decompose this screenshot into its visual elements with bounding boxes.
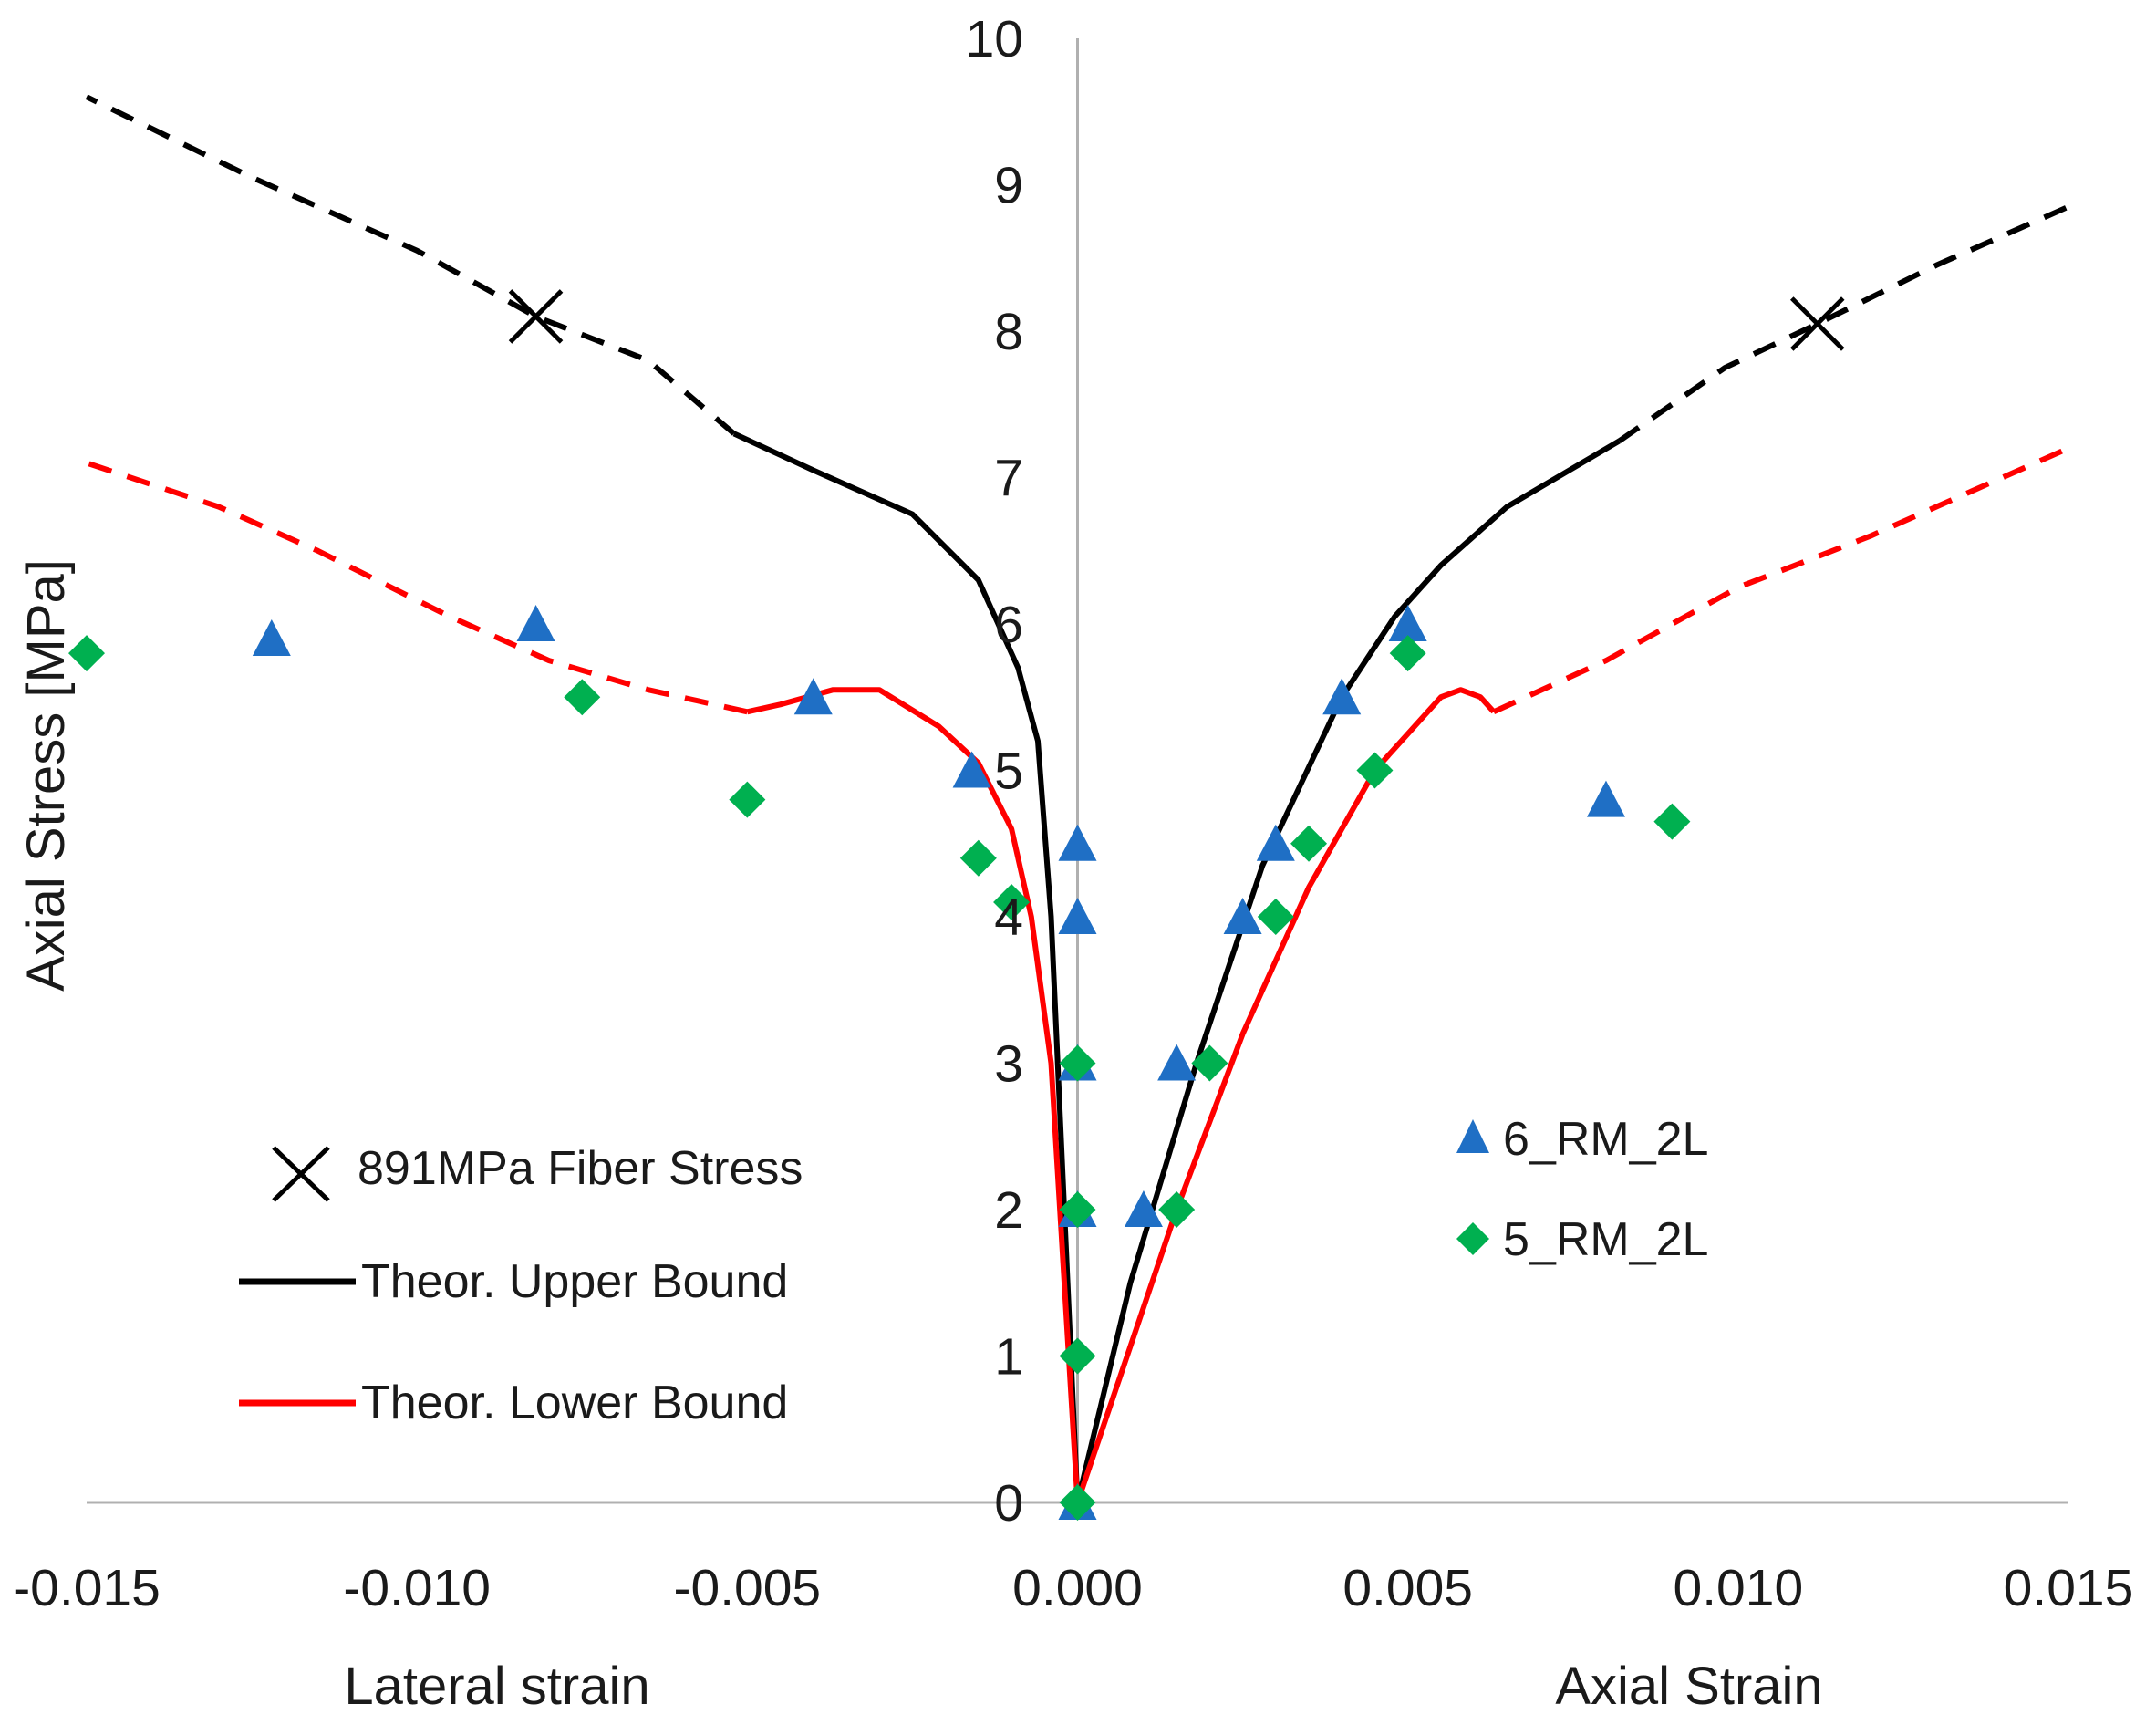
triangle-point (252, 619, 291, 657)
legend-label: Theor. Lower Bound (361, 1377, 788, 1429)
diamond-point (1059, 1484, 1096, 1521)
triangle-point (516, 605, 555, 641)
lower-bound-dashed-line (1492, 445, 2070, 715)
diamond-point (68, 635, 105, 672)
y-tick-label: 9 (994, 157, 1023, 215)
y-tick-label: 8 (994, 303, 1023, 361)
diamond-point (564, 679, 601, 716)
legend-right: 6_RM_2L 5_RM_2L (1456, 1113, 1708, 1266)
x-tick-label: 0.015 (2004, 1559, 2134, 1617)
x-tick-label: -0.010 (343, 1559, 491, 1617)
legend-left: 891MPa Fiber Stress Theor. Upper Bound T… (239, 1142, 803, 1429)
x-tick-label: 0.010 (1674, 1559, 1804, 1617)
legend-item-lower-bound: Theor. Lower Bound (239, 1377, 788, 1429)
legend-label: 5_RM_2L (1503, 1213, 1708, 1266)
tick-labels: -0.015 -0.010 -0.005 0.000 0.005 0.010 0.015 0 1… (13, 10, 2133, 1617)
lower-bound-dashed-line (86, 460, 748, 715)
diamond-point (1653, 803, 1691, 840)
triangle-point (1124, 1190, 1163, 1227)
x-marker-icon (272, 1146, 330, 1202)
triangle-point (1586, 780, 1625, 817)
y-tick-label: 4 (994, 888, 1023, 947)
diamond-point (729, 781, 766, 818)
y-tick-label: 3 (994, 1035, 1023, 1094)
diamond-point (1191, 1044, 1228, 1082)
legend-label: 891MPa Fiber Stress (358, 1142, 803, 1195)
upper-bound-line (732, 431, 1081, 1503)
upper-bound-dashed-line (85, 94, 736, 436)
y-tick-label: 7 (994, 450, 1023, 508)
x-axis-label-lateral: Lateral strain (344, 1657, 649, 1716)
legend-item-fiber-stress: 891MPa Fiber Stress (272, 1142, 803, 1202)
y-tick-label: 10 (966, 10, 1023, 68)
legend-item-upper-bound: Theor. Upper Bound (239, 1255, 788, 1308)
y-tick-label: 5 (994, 743, 1023, 801)
x-tick-label: -0.005 (674, 1559, 822, 1617)
triangle-point (952, 751, 991, 788)
diamond-point (1158, 1191, 1196, 1228)
triangle-point (1388, 605, 1427, 641)
legend-item-6-rm-2l: 6_RM_2L (1456, 1113, 1708, 1166)
triangle-point (1322, 678, 1362, 715)
diamond-point (1059, 1191, 1096, 1228)
triangle-point (1058, 824, 1097, 861)
fiber-stress-x-marker (508, 289, 564, 344)
triangle-point (1256, 824, 1295, 861)
upper-bound-dashed-line (1617, 203, 2070, 443)
diamond-point (1290, 825, 1328, 862)
triangle-point (793, 678, 833, 715)
diamond-point (1356, 752, 1394, 789)
diamond-icon (1456, 1222, 1489, 1255)
legend-item-5-rm-2l: 5_RM_2L (1456, 1213, 1708, 1266)
y-tick-label: 2 (994, 1181, 1023, 1240)
triangle-point (1058, 898, 1097, 934)
triangle-point (1157, 1044, 1197, 1081)
x-axis-label-axial: Axial Strain (1555, 1657, 1822, 1716)
curves (85, 94, 2070, 1503)
legend-label: 6_RM_2L (1503, 1113, 1708, 1166)
diamond-point (1389, 635, 1426, 672)
y-tick-label: 6 (994, 596, 1023, 654)
diamond-point (1059, 1337, 1096, 1375)
diamond-point (993, 883, 1031, 920)
y-axis-label: Axial Stress [MPa] (16, 559, 76, 992)
y-tick-label: 1 (994, 1328, 1023, 1387)
x-tick-label: 0.000 (1012, 1559, 1143, 1617)
diamond-point (1257, 899, 1294, 935)
diamond-point (959, 839, 997, 877)
diamond-point (1059, 1044, 1096, 1082)
fiber-stress-x-marker (1789, 296, 1845, 351)
y-tick-label: 0 (994, 1474, 1023, 1533)
legend-label: Theor. Upper Bound (361, 1255, 788, 1308)
x-tick-label: 0.005 (1342, 1559, 1473, 1617)
triangle-point (1223, 898, 1262, 934)
x-tick-label: -0.015 (13, 1559, 161, 1617)
markers (68, 289, 1845, 1521)
triangle-icon (1456, 1119, 1489, 1153)
